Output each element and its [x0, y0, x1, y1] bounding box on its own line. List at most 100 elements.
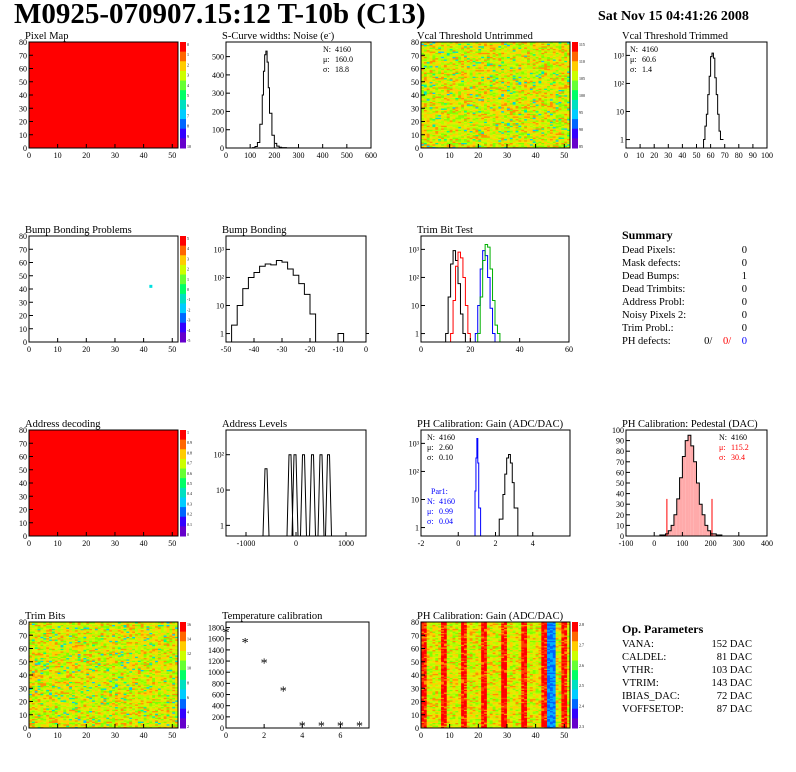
heatmap-cell	[509, 132, 513, 134]
heatmap-cell	[498, 136, 502, 138]
heatmap-cell	[558, 118, 562, 121]
heatmap-cell	[549, 96, 554, 98]
heatmap-cell	[532, 76, 536, 79]
heatmap-cell	[527, 146, 531, 149]
heatmap-cell	[558, 125, 562, 128]
x-tick-label: -40	[249, 345, 260, 354]
stats2-value: 4160	[439, 497, 455, 506]
heatmap-cell	[426, 77, 430, 80]
heatmap-cell	[475, 102, 479, 105]
heatmap-cell	[426, 71, 430, 73]
heatmap-cell	[484, 98, 488, 101]
heatmap-cell	[421, 140, 425, 142]
heatmap-cell	[478, 114, 482, 117]
heatmap-fill	[29, 42, 178, 148]
heatmap-cell	[492, 146, 496, 149]
heatmap-cell	[547, 71, 551, 73]
heatmap-cell	[532, 144, 536, 146]
heatmap-cell	[518, 144, 522, 146]
heatmap-cell	[429, 121, 433, 124]
heatmap-cell	[441, 106, 445, 109]
heatmap-cell	[452, 44, 456, 47]
heatmap-cell	[489, 45, 493, 48]
heatmap-cell	[504, 117, 508, 120]
heatmap-cell	[555, 106, 559, 109]
heatmap-cell	[501, 114, 505, 117]
heatmap-cell	[426, 138, 430, 141]
heatmap-cell	[512, 96, 516, 98]
heatmap-cell	[481, 53, 485, 56]
heatmap-cell	[432, 72, 436, 75]
x-tick-label: 500	[341, 151, 353, 160]
heatmap-cell	[472, 105, 476, 108]
heatmap-cell	[501, 77, 505, 80]
heatmap-cell	[449, 93, 453, 96]
heatmap-cell	[481, 108, 485, 110]
heatmap-cell	[458, 83, 462, 85]
heatmap-cell	[558, 73, 562, 76]
heatmap-cell	[429, 98, 433, 101]
heatmap-cell	[501, 52, 505, 55]
heatmap-cell	[504, 141, 508, 143]
y-tick-label: 10	[411, 131, 419, 140]
heatmap-cell	[484, 65, 488, 68]
stats-value: 115.2	[731, 443, 749, 452]
heatmap-cell	[501, 95, 505, 97]
heatmap-cell	[461, 69, 465, 72]
heatmap-cell	[423, 49, 428, 52]
heatmap-cell	[466, 108, 471, 110]
heatmap-cell	[461, 136, 465, 138]
heatmap-cell	[532, 145, 536, 147]
heatmap-cell	[529, 97, 534, 100]
heatmap-cell	[558, 67, 562, 69]
heatmap-cell	[495, 110, 499, 113]
heatmap-cell	[521, 137, 525, 140]
heatmap-cell	[538, 91, 542, 93]
heatmap-cell	[463, 114, 468, 117]
heatmap-cell	[515, 55, 519, 57]
heatmap-cell	[495, 68, 499, 71]
heatmap-cell	[515, 64, 519, 67]
heatmap-cell	[504, 87, 508, 89]
heatmap-cell	[512, 71, 516, 73]
heatmap-cell	[475, 132, 479, 134]
heatmap-cell	[506, 125, 511, 128]
heatmap-cell	[435, 116, 439, 118]
heatmap-cell	[455, 101, 459, 104]
heatmap-cell	[486, 91, 491, 93]
heatmap-cell	[515, 85, 519, 88]
heatmap-cell	[458, 114, 462, 117]
heatmap-cell	[481, 102, 485, 105]
heatmap-cell	[527, 132, 531, 134]
heatmap-cell	[501, 126, 505, 129]
palette-segment	[180, 332, 186, 343]
heatmap-cell	[495, 42, 499, 44]
stats-label: σ:	[719, 453, 726, 462]
x-tick-label: 100	[676, 539, 688, 548]
heatmap-cell	[484, 96, 488, 98]
heatmap-cell	[529, 72, 534, 75]
heatmap-cell	[538, 75, 542, 77]
palette-tick-label: 1	[187, 52, 189, 57]
heatmap-cell	[449, 138, 453, 141]
heatmap-cell	[426, 88, 430, 90]
heatmap-cell	[521, 100, 525, 102]
heatmap-cell	[549, 132, 554, 134]
heatmap-cell	[495, 65, 499, 68]
heatmap-cell	[549, 55, 554, 57]
heatmap-cell	[527, 144, 531, 146]
heatmap-cell	[555, 67, 559, 69]
heatmap-cell	[506, 57, 511, 60]
heatmap-cell	[506, 133, 511, 136]
heatmap-cell	[549, 83, 554, 85]
heatmap-cell	[423, 87, 428, 89]
heatmap-cell	[421, 57, 425, 60]
heatmap-cell	[492, 83, 496, 85]
heatmap-cell	[472, 61, 476, 64]
heatmap-cell	[455, 49, 459, 52]
heatmap-cell	[506, 116, 511, 118]
heatmap-cell	[509, 48, 513, 51]
heatmap-cell	[484, 93, 488, 96]
heatmap-cell	[544, 132, 548, 134]
heatmap-cell	[478, 121, 482, 124]
